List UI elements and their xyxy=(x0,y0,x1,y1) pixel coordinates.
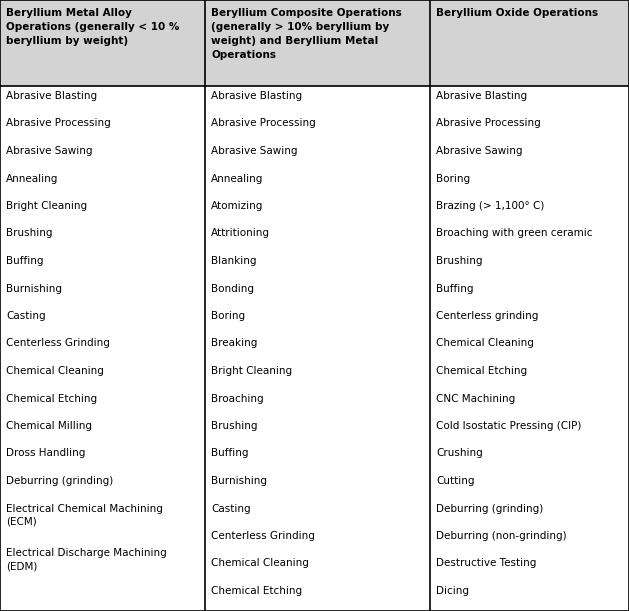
Text: Abrasive Blasting: Abrasive Blasting xyxy=(6,91,97,101)
Text: Casting: Casting xyxy=(6,311,46,321)
Text: Casting: Casting xyxy=(211,503,250,513)
Text: Abrasive Sawing: Abrasive Sawing xyxy=(6,146,92,156)
Text: Cutting: Cutting xyxy=(436,476,474,486)
Text: Abrasive Blasting: Abrasive Blasting xyxy=(436,91,527,101)
Text: Blanking: Blanking xyxy=(211,256,257,266)
Text: Brushing: Brushing xyxy=(211,421,257,431)
Text: Chemical Cleaning: Chemical Cleaning xyxy=(436,338,534,348)
Text: Abrasive Processing: Abrasive Processing xyxy=(436,119,541,128)
Text: Broaching: Broaching xyxy=(211,393,264,403)
Text: Attritioning: Attritioning xyxy=(211,229,270,238)
Text: Centerless grinding: Centerless grinding xyxy=(436,311,538,321)
Bar xyxy=(0,0,629,86)
Text: Abrasive Processing: Abrasive Processing xyxy=(211,119,316,128)
Text: Electrical Discharge Machining
(EDM): Electrical Discharge Machining (EDM) xyxy=(6,548,167,571)
Text: Brushing: Brushing xyxy=(6,229,52,238)
Text: CNC Machining: CNC Machining xyxy=(436,393,515,403)
Text: Centerless Grinding: Centerless Grinding xyxy=(211,531,315,541)
Text: Burnishing: Burnishing xyxy=(6,284,62,293)
Text: Brushing: Brushing xyxy=(436,256,482,266)
Text: Dicing: Dicing xyxy=(436,586,469,596)
Text: Beryllium Metal Alloy
Operations (generally < 10 %
beryllium by weight): Beryllium Metal Alloy Operations (genera… xyxy=(6,8,179,46)
Text: Electrical Chemical Machining
(ECM): Electrical Chemical Machining (ECM) xyxy=(6,503,163,527)
Text: Deburring (grinding): Deburring (grinding) xyxy=(6,476,113,486)
Text: Buffing: Buffing xyxy=(436,284,474,293)
Text: Annealing: Annealing xyxy=(211,174,264,183)
Text: Abrasive Processing: Abrasive Processing xyxy=(6,119,111,128)
Text: Beryllium Composite Operations
(generally > 10% beryllium by
weight) and Berylli: Beryllium Composite Operations (generall… xyxy=(211,8,402,60)
Text: Buffing: Buffing xyxy=(211,448,248,458)
Text: Abrasive Sawing: Abrasive Sawing xyxy=(211,146,298,156)
Text: Broaching with green ceramic: Broaching with green ceramic xyxy=(436,229,593,238)
Text: Cold Isostatic Pressing (CIP): Cold Isostatic Pressing (CIP) xyxy=(436,421,581,431)
Text: Boring: Boring xyxy=(211,311,245,321)
Text: Buffing: Buffing xyxy=(6,256,43,266)
Text: Destructive Testing: Destructive Testing xyxy=(436,558,537,568)
Text: Breaking: Breaking xyxy=(211,338,257,348)
Text: Chemical Etching: Chemical Etching xyxy=(6,393,97,403)
Text: Bonding: Bonding xyxy=(211,284,254,293)
Text: Boring: Boring xyxy=(436,174,470,183)
Text: Chemical Cleaning: Chemical Cleaning xyxy=(6,366,104,376)
Text: Burnishing: Burnishing xyxy=(211,476,267,486)
Text: Deburring (grinding): Deburring (grinding) xyxy=(436,503,543,513)
Text: Bright Cleaning: Bright Cleaning xyxy=(211,366,292,376)
Text: Deburring (non-grinding): Deburring (non-grinding) xyxy=(436,531,567,541)
Text: Chemical Etching: Chemical Etching xyxy=(436,366,527,376)
Text: Chemical Cleaning: Chemical Cleaning xyxy=(211,558,309,568)
Text: Chemical Milling: Chemical Milling xyxy=(6,421,92,431)
Text: Bright Cleaning: Bright Cleaning xyxy=(6,201,87,211)
Text: Crushing: Crushing xyxy=(436,448,482,458)
Text: Dross Handling: Dross Handling xyxy=(6,448,86,458)
Text: Brazing (> 1,100° C): Brazing (> 1,100° C) xyxy=(436,201,544,211)
Text: Chemical Etching: Chemical Etching xyxy=(211,586,302,596)
Text: Atomizing: Atomizing xyxy=(211,201,264,211)
Text: Annealing: Annealing xyxy=(6,174,58,183)
Text: Abrasive Sawing: Abrasive Sawing xyxy=(436,146,523,156)
Text: Abrasive Blasting: Abrasive Blasting xyxy=(211,91,302,101)
Text: Centerless Grinding: Centerless Grinding xyxy=(6,338,110,348)
Text: Beryllium Oxide Operations: Beryllium Oxide Operations xyxy=(436,8,598,18)
